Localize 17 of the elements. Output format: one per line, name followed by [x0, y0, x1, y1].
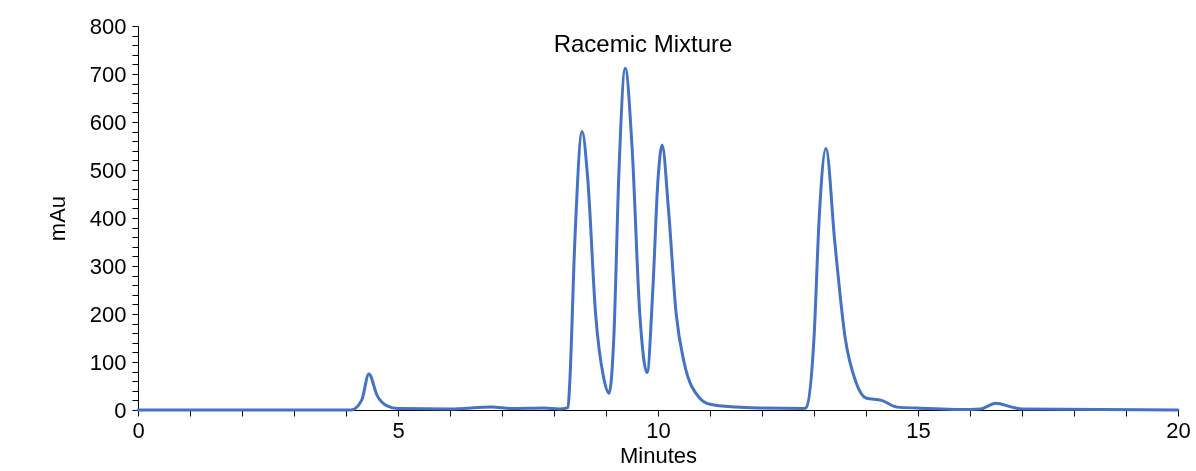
x-tick-label: 15	[906, 417, 931, 443]
x-tick-label: 0	[132, 417, 145, 443]
y-tick-label: 400	[89, 205, 127, 231]
y-tick-label: 700	[89, 61, 127, 87]
y-tick-label: 600	[89, 109, 127, 135]
x-tick-label: 5	[392, 417, 405, 443]
chart-title: Racemic Mixture	[553, 30, 733, 57]
y-tick-label: 200	[89, 301, 127, 327]
x-tick-label: 20	[1166, 417, 1191, 443]
y-tick-label: 0	[114, 397, 127, 423]
y-tick-label: 100	[89, 349, 127, 375]
y-axis-title: mAu	[44, 195, 70, 242]
y-tick-label: 800	[89, 13, 127, 39]
y-tick-label: 300	[89, 253, 127, 279]
x-axis-title: Minutes	[619, 442, 698, 468]
y-tick-label: 500	[89, 157, 127, 183]
x-tick-label: 10	[646, 417, 671, 443]
